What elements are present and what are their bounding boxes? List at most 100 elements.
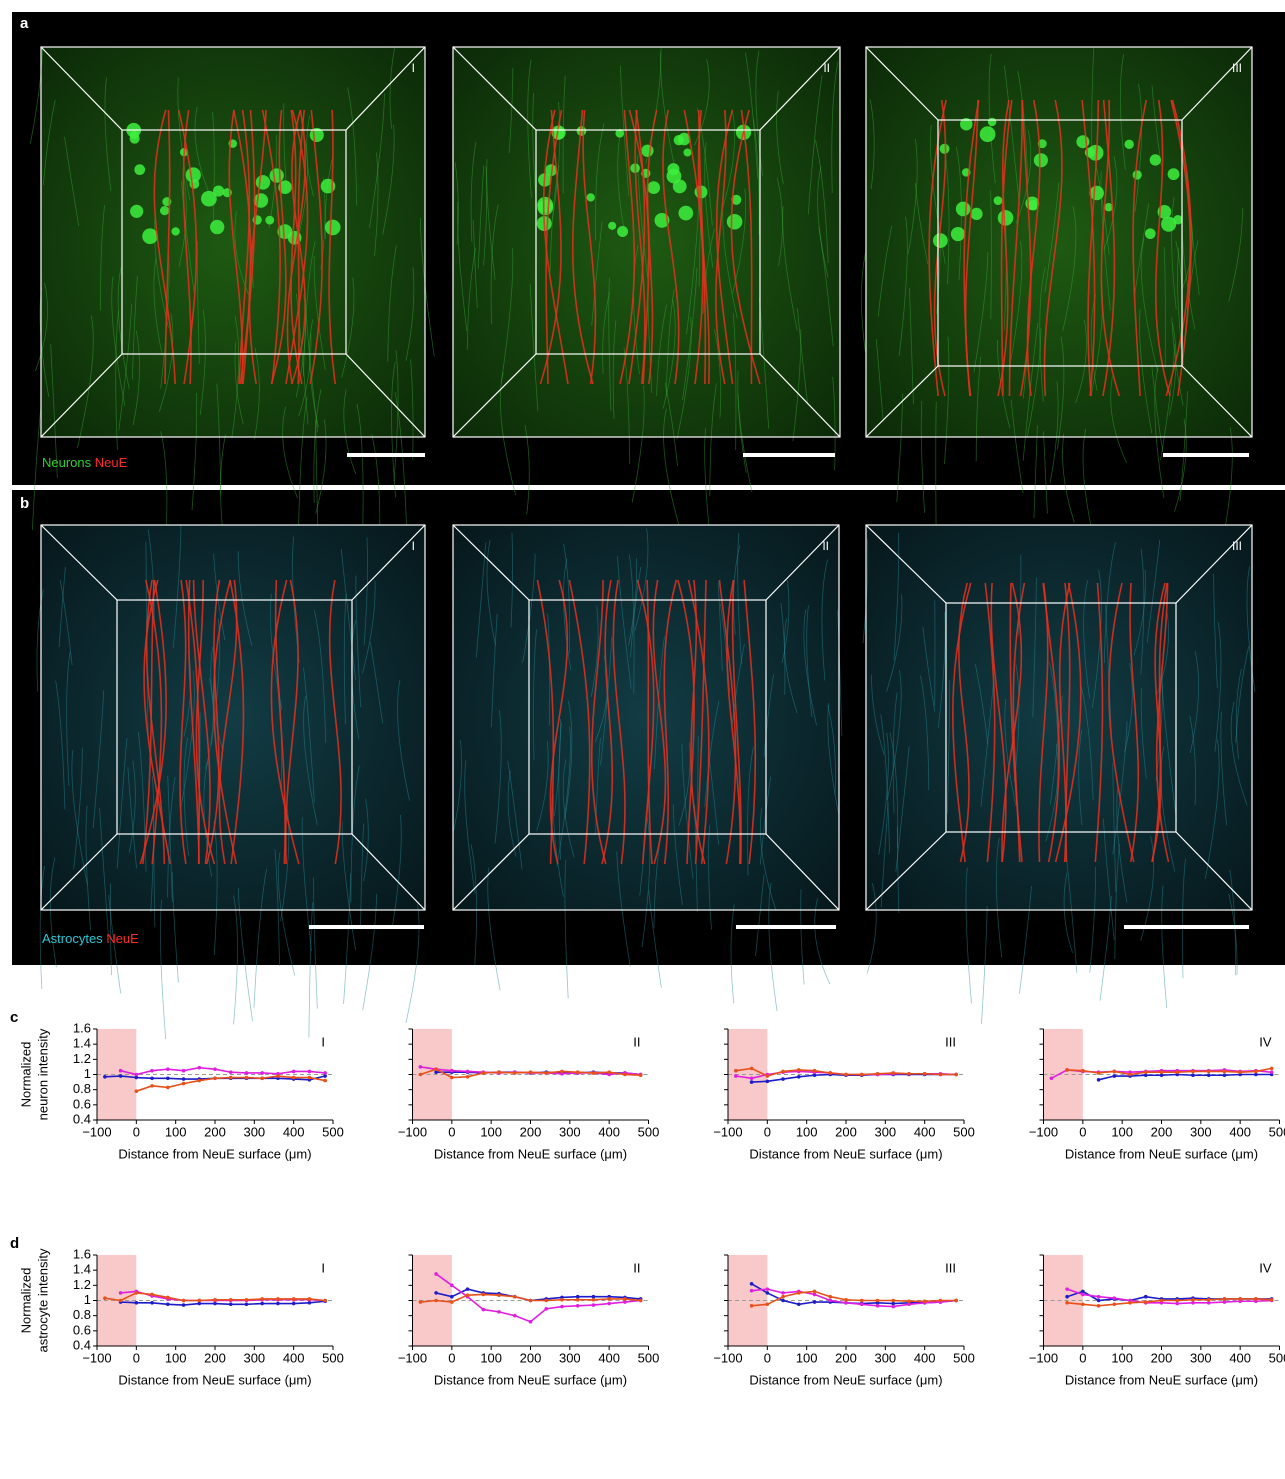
data-point xyxy=(1223,1070,1227,1074)
data-point xyxy=(292,1070,296,1074)
data-point xyxy=(592,1298,596,1302)
data-point xyxy=(466,1075,470,1079)
data-point xyxy=(576,1070,580,1074)
y-tick-label: 0.8 xyxy=(73,1081,91,1096)
cell-body xyxy=(1145,228,1156,239)
x-tick-label: 0 xyxy=(1079,1350,1086,1365)
cell-body xyxy=(933,233,948,248)
data-point xyxy=(182,1077,186,1081)
data-point xyxy=(419,1065,423,1069)
data-point xyxy=(119,1074,123,1078)
cell-body xyxy=(134,164,145,175)
data-point xyxy=(166,1302,170,1306)
x-axis-label: Distance from NeuE surface (μm) xyxy=(749,1146,942,1161)
x-axis-label: Distance from NeuE surface (μm) xyxy=(118,1146,311,1161)
cell-body xyxy=(213,185,224,196)
data-point xyxy=(150,1084,154,1088)
cell-body xyxy=(270,168,284,182)
data-point xyxy=(576,1304,580,1308)
data-point xyxy=(797,1291,801,1295)
cell-body xyxy=(1076,135,1089,148)
x-tick-label: 500 xyxy=(953,1124,975,1139)
data-point xyxy=(213,1076,217,1080)
panel-label: a xyxy=(20,15,29,32)
x-axis-label: Distance from NeuE surface (μm) xyxy=(1065,1372,1258,1387)
x-tick-label: 400 xyxy=(598,1350,620,1365)
data-point xyxy=(781,1295,785,1299)
data-point xyxy=(166,1086,170,1090)
chart-label: I xyxy=(321,1034,325,1049)
data-point xyxy=(497,1310,501,1314)
data-point xyxy=(844,1073,848,1077)
x-tick-label: 300 xyxy=(1190,1124,1212,1139)
x-tick-label: 300 xyxy=(559,1124,581,1139)
data-point xyxy=(182,1082,186,1086)
x-tick-label: 100 xyxy=(1111,1350,1133,1365)
y-tick-label: 1.4 xyxy=(73,1262,91,1277)
x-tick-label: 100 xyxy=(165,1350,187,1365)
data-point xyxy=(150,1293,154,1297)
data-point xyxy=(750,1282,754,1286)
data-point xyxy=(466,1293,470,1297)
data-point xyxy=(923,1299,927,1303)
data-point xyxy=(213,1298,217,1302)
data-point xyxy=(813,1300,817,1304)
data-point xyxy=(434,1291,438,1295)
x-tick-label: 300 xyxy=(874,1124,896,1139)
data-point xyxy=(639,1073,643,1077)
x-tick-label: −100 xyxy=(82,1124,111,1139)
legend-text: Astrocytes NeuE xyxy=(42,931,139,946)
shaded-region xyxy=(728,1255,767,1346)
data-point xyxy=(166,1067,170,1071)
x-tick-label: 0 xyxy=(1079,1124,1086,1139)
data-point xyxy=(592,1071,596,1075)
chart-label: IV xyxy=(1259,1260,1272,1275)
data-point xyxy=(623,1073,627,1077)
cell-body xyxy=(667,163,679,175)
data-point xyxy=(166,1076,170,1080)
x-tick-label: −100 xyxy=(713,1350,742,1365)
data-point xyxy=(607,1070,611,1074)
legend-neue: NeuE xyxy=(106,931,139,946)
shaded-region xyxy=(728,1029,767,1120)
data-point xyxy=(560,1298,564,1302)
cell-body xyxy=(1133,170,1142,179)
data-point xyxy=(907,1299,911,1303)
data-point xyxy=(891,1305,895,1309)
data-point xyxy=(308,1070,312,1074)
data-point xyxy=(1207,1070,1211,1074)
x-tick-label: 100 xyxy=(480,1350,502,1365)
data-point xyxy=(419,1073,423,1077)
x-tick-label: 300 xyxy=(559,1350,581,1365)
x-axis-label: Distance from NeuE surface (μm) xyxy=(1065,1146,1258,1161)
chart-label: II xyxy=(633,1034,640,1049)
x-tick-label: 200 xyxy=(835,1124,857,1139)
y-tick-label: 0.8 xyxy=(73,1307,91,1322)
data-point xyxy=(466,1070,470,1074)
data-point xyxy=(544,1071,548,1075)
data-point xyxy=(182,1303,186,1307)
data-point xyxy=(450,1076,454,1080)
shaded-region xyxy=(1044,1029,1083,1120)
cell-body xyxy=(617,226,628,237)
cell-body xyxy=(988,118,997,127)
figure: IIIIIIIIIIII a b c d Neurons NeuE Astroc… xyxy=(0,0,1285,1479)
cell-body xyxy=(980,126,996,142)
data-point xyxy=(135,1291,139,1295)
data-point xyxy=(560,1070,564,1074)
data-point xyxy=(592,1303,596,1307)
data-point xyxy=(229,1070,233,1074)
data-point xyxy=(639,1299,643,1303)
data-point xyxy=(1097,1071,1101,1075)
data-point xyxy=(797,1302,801,1306)
data-point xyxy=(1113,1074,1117,1078)
data-point xyxy=(213,1067,217,1071)
cell-body xyxy=(171,227,179,235)
x-tick-label: 100 xyxy=(796,1124,818,1139)
data-point xyxy=(828,1295,832,1299)
x-tick-label: 400 xyxy=(1229,1350,1251,1365)
shaded-region xyxy=(97,1029,136,1120)
cell-body xyxy=(210,220,224,234)
x-tick-label: 300 xyxy=(874,1350,896,1365)
data-point xyxy=(260,1071,264,1075)
